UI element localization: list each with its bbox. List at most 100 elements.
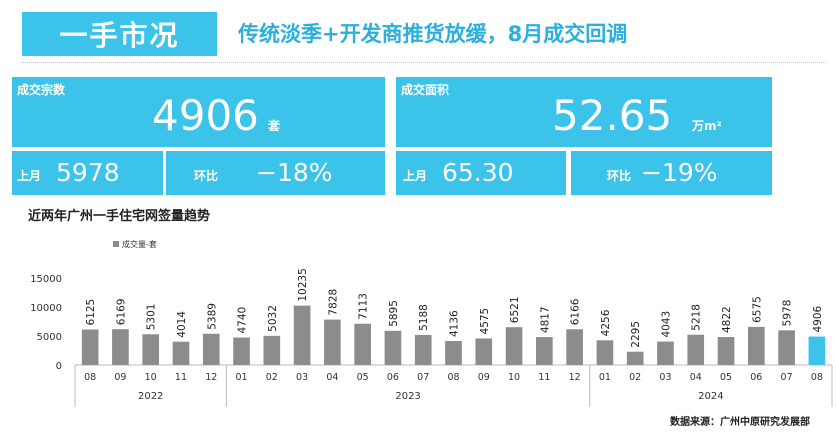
area-value: 52.65 [552, 91, 673, 140]
bar-value-label: 7113 [358, 293, 370, 320]
bar [324, 319, 341, 365]
data-source: 数据来源：广州中原研究发展部 [670, 417, 810, 428]
bar-value-label: 4740 [237, 307, 249, 334]
bar [414, 334, 432, 365]
deals-label: 成交宗数 [17, 83, 66, 97]
header-divider [22, 62, 826, 63]
bar-value-label: 5301 [146, 304, 158, 331]
area-mom-label: 环比 [607, 169, 632, 183]
bar-value-label: 5978 [782, 300, 794, 327]
bar-value-label: 6125 [85, 299, 97, 326]
bar [778, 330, 795, 365]
area-unit: 万m² [692, 119, 722, 133]
bar-value-label: 4256 [600, 309, 612, 336]
bar [596, 340, 614, 365]
bar-value-label: 6169 [115, 298, 127, 325]
x-tick-label: 03 [296, 372, 308, 383]
bar-value-label: 5218 [691, 304, 703, 331]
bar-value-label: 5895 [388, 300, 400, 327]
bar [717, 337, 735, 365]
x-tick-label: 05 [720, 372, 732, 383]
legend-label: 成交量-套 [122, 239, 157, 249]
x-tick-label: 02 [266, 372, 278, 383]
area-prev-value: 65.30 [442, 158, 514, 187]
x-tick-label: 02 [629, 372, 641, 383]
bar [505, 327, 523, 365]
bar [112, 329, 129, 365]
x-tick-label: 08 [447, 372, 459, 383]
chart-title: 近两年广州一手住宅网签量趋势 [28, 209, 211, 224]
bar [566, 329, 583, 365]
bar [808, 336, 826, 365]
deals-prev-card: 上月 5978 [12, 151, 163, 195]
page-headline: 传统淡季+开发商推货放缓，8月成交回调 [238, 22, 628, 46]
bar [202, 333, 220, 365]
y-tick-label: 15000 [30, 274, 62, 285]
bar-value-label: 6166 [570, 298, 582, 325]
bar [263, 335, 281, 365]
y-tick-label: 10000 [30, 303, 62, 314]
bar-value-label: 6521 [509, 296, 521, 323]
deals-unit: 套 [268, 119, 281, 133]
bar-value-label: 7828 [327, 289, 339, 316]
y-tick-label: 5000 [37, 332, 62, 343]
x-tick-label: 11 [538, 372, 550, 383]
year-label: 2024 [698, 391, 723, 402]
y-tick-label: 0 [56, 361, 62, 372]
area-mom-value: −19% [641, 158, 718, 187]
area-mom-card: 环比 −19% [571, 151, 772, 195]
bar-value-label: 5032 [267, 305, 279, 332]
bar [354, 323, 371, 365]
x-tick-label: 10 [145, 372, 157, 383]
x-tick-label: 05 [357, 372, 369, 383]
x-tick-label: 12 [569, 372, 581, 383]
bar [747, 326, 765, 365]
section-tab-title: 一手市况 [22, 12, 217, 56]
bar [233, 337, 250, 365]
x-tick-label: 03 [659, 372, 671, 383]
bar-value-label: 2295 [630, 321, 642, 348]
legend-swatch [113, 241, 119, 247]
bar [687, 334, 705, 365]
bar-value-label: 4014 [176, 311, 188, 338]
bar [657, 341, 674, 365]
bar-value-label: 4906 [812, 306, 824, 333]
bar-value-label: 6575 [751, 296, 763, 323]
x-tick-label: 09 [478, 372, 490, 383]
bar-chart: 成交量-套 0 5000 10000 15000 6125 08 6169 09 5301 10 40… [30, 239, 833, 407]
bar-value-label: 4817 [539, 306, 551, 333]
x-tick-label: 04 [690, 372, 702, 383]
area-card: 成交面积 52.65 万m² [396, 77, 772, 147]
x-tick-label: 01 [235, 372, 247, 383]
deals-prev-value: 5978 [56, 158, 120, 187]
bar-value-label: 5389 [206, 303, 218, 330]
deals-mom-label: 环比 [194, 169, 219, 183]
x-tick-label: 04 [326, 372, 338, 383]
bar [293, 305, 311, 365]
x-tick-label: 10 [508, 372, 520, 383]
x-tick-label: 08 [84, 372, 96, 383]
deals-prev-label: 上月 [17, 169, 42, 183]
x-tick-label: 09 [114, 372, 126, 383]
bar [142, 334, 160, 365]
x-tick-label: 11 [175, 372, 187, 383]
bar-value-label: 10235 [297, 268, 309, 301]
deals-value: 4906 [152, 91, 259, 140]
area-prev-card: 上月 65.30 [396, 151, 566, 195]
x-tick-label: 08 [811, 372, 823, 383]
x-tick-label: 06 [750, 372, 762, 383]
x-tick-label: 01 [599, 372, 611, 383]
x-tick-label: 07 [417, 372, 429, 383]
bar [475, 338, 493, 365]
deals-mom-value: −18% [256, 158, 333, 187]
bar [172, 341, 190, 365]
bar-value-label: 4575 [479, 308, 491, 335]
area-label: 成交面积 [401, 83, 450, 97]
bar [384, 330, 402, 365]
deals-card: 成交宗数 4906 套 [12, 77, 385, 147]
year-label: 2022 [138, 391, 163, 402]
bar-value-label: 5188 [418, 304, 430, 331]
bar [81, 329, 99, 365]
bar-value-label: 4043 [660, 311, 672, 338]
deals-mom-card: 环比 −18% [166, 151, 385, 195]
